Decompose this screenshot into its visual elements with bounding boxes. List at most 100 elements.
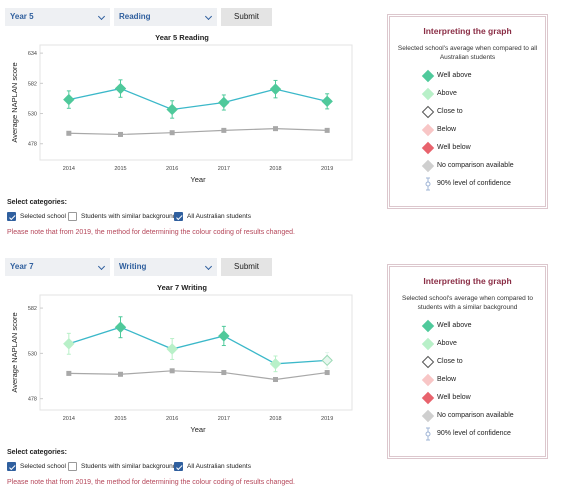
legend-icon (421, 141, 435, 155)
point (66, 370, 72, 376)
legend-box: Interpreting the graph Selected school's … (387, 264, 548, 459)
plot-frame (39, 294, 353, 411)
point (114, 82, 127, 95)
legend-icon (421, 123, 435, 137)
y-tick-label: 530 (28, 112, 37, 118)
legend-diamond (421, 373, 435, 387)
y-tick-label: 634 (28, 51, 37, 57)
plot-frame (39, 44, 353, 161)
checkbox[interactable] (68, 212, 77, 221)
x-tick-label: 2014 (63, 166, 75, 172)
checkbox-label: Students with similar background (81, 212, 177, 220)
point (269, 83, 282, 95)
chart-title: Year 5 Reading (155, 33, 209, 42)
point (118, 371, 123, 377)
legend-icon (421, 159, 435, 173)
checkbox-label: All Australian students (187, 462, 251, 470)
point (273, 377, 278, 383)
legend-label: No comparison available (437, 412, 514, 419)
x-tick-label: 2019 (321, 166, 333, 172)
categories-label: Select categories: (7, 449, 67, 456)
note: Please note that from 2019, the method f… (7, 229, 295, 236)
y-tick-label: 582 (28, 306, 37, 312)
legend-icon (421, 87, 435, 101)
legend-icon (425, 427, 431, 441)
legend-diamond (421, 123, 435, 137)
legend-diamond (421, 337, 435, 351)
point (321, 354, 333, 367)
x-tick-label: 2014 (63, 416, 75, 422)
submit-button[interactable]: Submit (221, 258, 272, 276)
y-axis-label: Average NAPLAN score (10, 62, 19, 142)
legend-icon (421, 337, 435, 351)
panel: Year 5 Reading Submit Select categories: Sel… (0, 0, 561, 250)
checkbox[interactable] (7, 462, 16, 471)
point (114, 321, 127, 333)
point (321, 95, 333, 108)
legend-title: Interpreting the graph (423, 276, 512, 286)
series-line (68, 326, 328, 365)
checkbox-label: All Australian students (187, 212, 251, 220)
checkbox[interactable] (174, 212, 183, 221)
legend-label: Well below (437, 394, 471, 401)
x-axis-label: Year (190, 175, 206, 184)
checkbox-label: Selected school (20, 212, 66, 220)
checkbox[interactable] (7, 212, 16, 221)
x-tick-label: 2018 (269, 416, 281, 422)
point (324, 127, 330, 133)
point (166, 103, 178, 116)
legend-diamond (421, 391, 435, 405)
checkbox[interactable] (174, 462, 183, 471)
point (269, 358, 282, 370)
point (118, 131, 123, 137)
point (63, 338, 75, 350)
legend-label: 90% level of confidence (437, 430, 511, 437)
x-tick-label: 2017 (218, 166, 230, 172)
legend-label: Well below (437, 144, 471, 151)
legend-icon (425, 177, 431, 191)
x-tick-label: 2016 (166, 166, 178, 172)
point (169, 130, 175, 136)
point (218, 96, 230, 109)
x-tick-label: 2018 (269, 166, 281, 172)
point (218, 330, 230, 342)
checkbox[interactable] (68, 462, 77, 471)
legend-dot (425, 431, 431, 437)
x-tick-label: 2015 (114, 416, 126, 422)
chart: Year 7 Writing 478 530 582 2014 2015 2016 2017 2… (10, 283, 353, 434)
y-tick-label: 478 (28, 397, 37, 403)
dropdown[interactable]: Year 5 (5, 8, 110, 26)
submit-button[interactable]: Submit (221, 8, 272, 26)
x-axis-label: Year (190, 425, 206, 434)
point (221, 370, 227, 376)
legend-diamond (421, 141, 435, 155)
y-tick-label: 530 (28, 351, 37, 357)
legend-label: Well above (437, 322, 472, 329)
legend-icon (421, 409, 435, 423)
dropdown[interactable]: Year 7 (5, 258, 110, 276)
legend-icon (421, 391, 435, 405)
legend-dot (425, 181, 431, 187)
dropdown[interactable]: Writing (114, 258, 217, 276)
point (66, 130, 72, 136)
dropdown[interactable]: Reading (114, 8, 217, 26)
y-tick-label: 582 (28, 81, 37, 87)
legend-diamond (421, 159, 435, 173)
legend-label: Above (437, 340, 457, 347)
legend-label: 90% level of confidence (437, 180, 511, 187)
legend-diamond (421, 355, 435, 369)
legend-diamond (421, 319, 435, 333)
legend-diamond (421, 69, 435, 83)
legend-title: Interpreting the graph (423, 26, 512, 36)
legend-icon (421, 69, 435, 83)
categories-label: Select categories: (7, 199, 67, 206)
point (324, 370, 330, 376)
point (169, 368, 175, 374)
series-line (68, 370, 328, 381)
legend-diamond (421, 87, 435, 101)
legend-label: Close to (437, 358, 463, 365)
panel: Year 7 Writing Submit Select categories: Sel… (0, 250, 561, 497)
x-tick-label: 2016 (166, 416, 178, 422)
point (63, 93, 75, 106)
